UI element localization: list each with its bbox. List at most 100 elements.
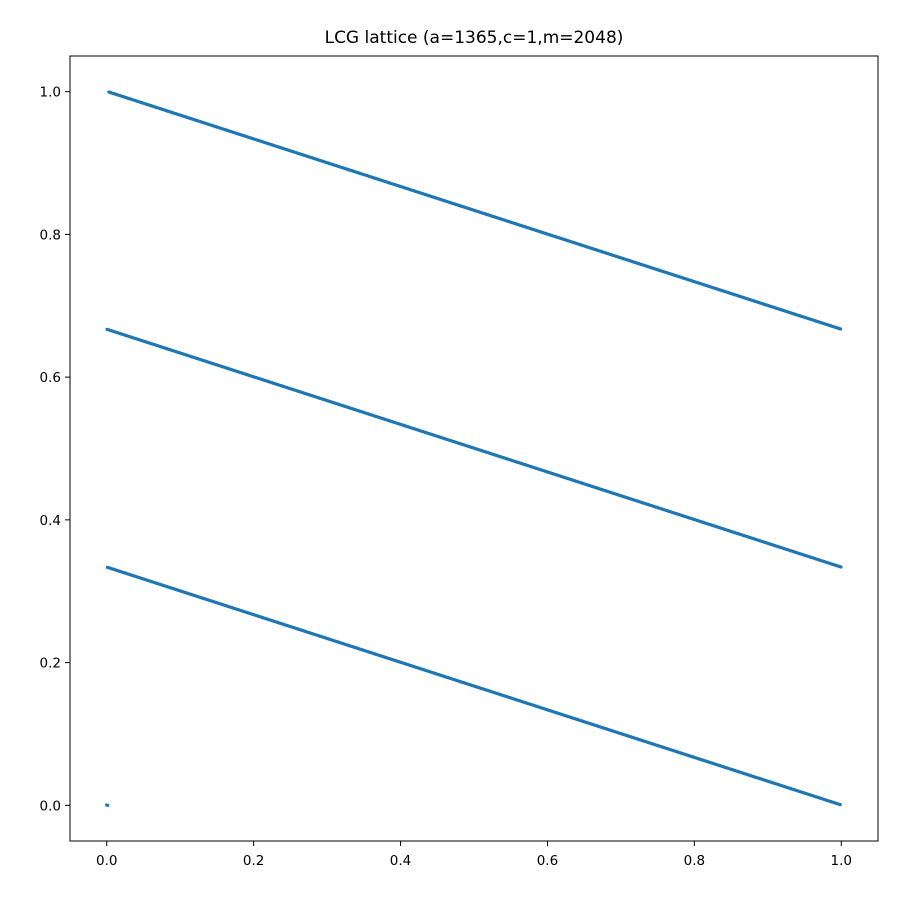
- scatter-point: [501, 455, 505, 460]
- scatter-point: [108, 566, 112, 570]
- scatter-point: [146, 340, 150, 345]
- scatter-point: [774, 544, 778, 548]
- scatter-point: [603, 251, 607, 255]
- scatter-point: [106, 803, 110, 807]
- scatter-point: [558, 474, 562, 478]
- scatter-point: [556, 711, 560, 715]
- scatter-point: [258, 615, 262, 619]
- scatter-point: [739, 770, 743, 775]
- y-tick-label: 0.0: [40, 798, 61, 814]
- scatter-point: [403, 424, 407, 428]
- scatter-point: [809, 793, 813, 797]
- y-tick-label: 1.0: [40, 85, 61, 101]
- scatter-point: [148, 579, 153, 583]
- scatter-point: [125, 96, 129, 100]
- scatter-point: [779, 545, 783, 550]
- scatter-point: [153, 105, 157, 109]
- scatter-points: [105, 90, 843, 807]
- scatter-point: [287, 386, 291, 390]
- scatter-point: [619, 494, 624, 498]
- scatter-point: [621, 256, 625, 261]
- scatter-point: [538, 705, 542, 710]
- scatter-point: [280, 622, 284, 626]
- scatter-point: [226, 129, 230, 133]
- scatter-point: [274, 620, 278, 624]
- scatter-point: [356, 408, 360, 413]
- scatter-point: [426, 193, 431, 198]
- scatter-point: [629, 735, 634, 739]
- scatter-point: [535, 467, 540, 471]
- scatter-point: [497, 692, 501, 696]
- scatter-point: [736, 531, 740, 536]
- scatter-point: [181, 590, 185, 594]
- scatter-point: [288, 624, 292, 629]
- scatter-point: [379, 416, 384, 420]
- scatter-point: [385, 656, 389, 660]
- scatter-point: [718, 288, 722, 292]
- scatter-point: [302, 153, 306, 157]
- scatter-point: [585, 721, 589, 725]
- scatter-point: [293, 388, 297, 392]
- scatter-point: [588, 484, 592, 488]
- scatter-point: [208, 123, 212, 127]
- scatter-point: [472, 208, 476, 212]
- scatter-point: [185, 115, 190, 120]
- scatter-point: [258, 377, 262, 381]
- scatter-point: [249, 136, 253, 140]
- scatter-point: [417, 190, 421, 194]
- scatter-point: [465, 206, 469, 210]
- scatter-point: [823, 322, 828, 326]
- scatter-point: [577, 480, 582, 484]
- scatter-point: [833, 325, 837, 329]
- scatter-point: [161, 107, 165, 112]
- scatter-point: [555, 235, 560, 239]
- scatter-point: [420, 191, 424, 196]
- scatter-point: [143, 102, 148, 106]
- scatter-point: [521, 462, 526, 466]
- scatter-point: [826, 799, 830, 803]
- scatter-point: [368, 175, 372, 179]
- scatter-point: [418, 429, 422, 433]
- scatter-point: [483, 688, 487, 692]
- scatter-point: [175, 588, 179, 592]
- scatter-point: [256, 138, 261, 143]
- scatter-point: [524, 225, 528, 229]
- scatter-point: [265, 379, 270, 383]
- scatter-point: [315, 633, 319, 637]
- scatter-point: [456, 441, 460, 445]
- scatter-point: [401, 185, 405, 189]
- scatter-point: [363, 649, 367, 653]
- y-tick-label: 0.2: [40, 656, 61, 672]
- scatter-point: [220, 603, 225, 607]
- scatter-point: [744, 772, 749, 776]
- scatter-point: [172, 349, 176, 353]
- scatter-point: [373, 176, 377, 180]
- scatter-point: [424, 668, 428, 673]
- scatter-point: [356, 171, 361, 175]
- x-tick-label: 0.6: [537, 853, 558, 869]
- scatter-point: [493, 691, 497, 695]
- scatter-point: [570, 478, 574, 482]
- scatter-point: [612, 729, 616, 734]
- scatter-point: [724, 290, 729, 294]
- scatter-point: [179, 351, 183, 355]
- scatter-point: [219, 364, 223, 368]
- scatter-point: [802, 315, 806, 319]
- scatter-point: [311, 156, 315, 160]
- scatter-point: [319, 159, 323, 163]
- scatter-point: [680, 513, 684, 518]
- scatter-point: [460, 442, 464, 446]
- scatter-point: [613, 492, 617, 496]
- scatter-point: [280, 146, 284, 150]
- scatter-point: [486, 451, 490, 455]
- scatter-point: [167, 347, 172, 352]
- scatter-point: [599, 725, 603, 729]
- scatter-point: [813, 557, 817, 561]
- x-tick-label: 0.2: [243, 853, 264, 869]
- scatter-point: [111, 329, 116, 334]
- scatter-point: [223, 128, 227, 132]
- scatter-point: [640, 263, 645, 267]
- scatter-point: [241, 371, 245, 375]
- scatter-point: [543, 469, 547, 473]
- scatter-point: [454, 678, 458, 682]
